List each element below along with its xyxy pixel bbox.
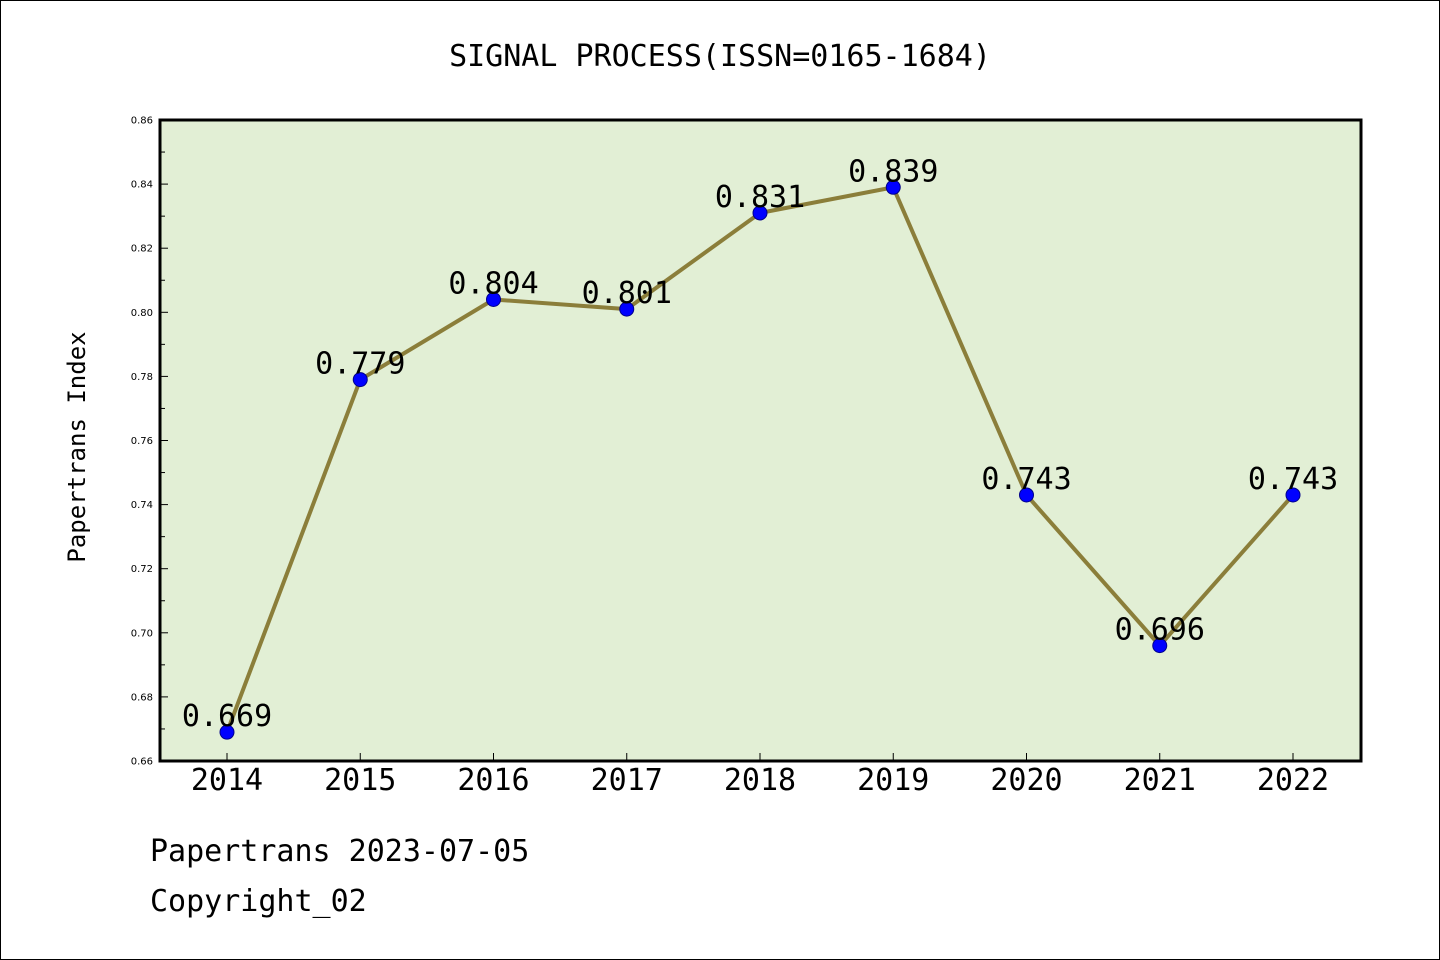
data-point: [219, 724, 235, 740]
x-tick-label: 2018: [724, 763, 796, 798]
y-tick-label: 0.76: [131, 436, 153, 447]
chart-title: SIGNAL PROCESS(ISSN=0165-1684): [449, 39, 991, 74]
data-point: [1152, 638, 1168, 654]
plot-border: [158, 118, 1363, 763]
data-label: 0.743: [981, 462, 1071, 497]
y-tick-label: 0.68: [131, 692, 153, 703]
data-label: 0.779: [315, 347, 405, 382]
data-point: [1285, 487, 1301, 503]
x-tick-label: 2014: [191, 763, 263, 798]
y-tick-label: 0.86: [131, 116, 153, 127]
data-point: [1019, 487, 1034, 503]
y-tick-label: 0.80: [131, 308, 153, 319]
data-labels: 0.669 0.779 0.804 0.801 0.831 0.839 0.743 0.696…: [182, 154, 1338, 734]
data-point: [619, 301, 635, 317]
data-markers: [219, 179, 1301, 740]
data-point: [486, 291, 501, 307]
y-tick-label: 0.82: [131, 244, 153, 255]
x-tick-label: 2022: [1257, 763, 1329, 798]
x-tick-label: 2020: [990, 763, 1062, 798]
y-tick-label: 0.84: [131, 180, 153, 191]
x-tick-label: 2021: [1124, 763, 1196, 798]
data-label: 0.804: [448, 266, 538, 301]
data-point: [885, 179, 901, 195]
x-axis-ticks: 2014 2015 2016 2017 2018 2019 2020 2021 2022: [191, 753, 1329, 798]
data-point: [752, 205, 768, 221]
x-tick-label: 2016: [457, 763, 529, 798]
data-label: 0.831: [715, 180, 805, 215]
y-tick-label: 0.74: [131, 500, 153, 511]
y-tick-label: 0.70: [131, 628, 153, 639]
data-label: 0.801: [582, 276, 672, 311]
y-axis-label: Papertrans Index: [63, 331, 91, 562]
x-tick-label: 2019: [857, 763, 929, 798]
x-tick-label: 2015: [324, 763, 396, 798]
y-tick-label: 0.72: [131, 564, 153, 575]
data-label: 0.743: [1248, 462, 1338, 497]
x-tick-label: 2017: [591, 763, 663, 798]
data-label: 0.669: [182, 699, 272, 734]
data-label: 0.839: [848, 154, 938, 189]
y-tick-label: 0.78: [131, 372, 153, 383]
data-label: 0.696: [1115, 613, 1205, 648]
y-tick-label: 0.66: [131, 757, 153, 768]
data-point: [352, 372, 368, 388]
footer-date-line: Papertrans 2023-07-05: [150, 834, 530, 869]
footer-copyright-line: Copyright_02: [150, 884, 367, 919]
plot-area: [160, 120, 1361, 761]
